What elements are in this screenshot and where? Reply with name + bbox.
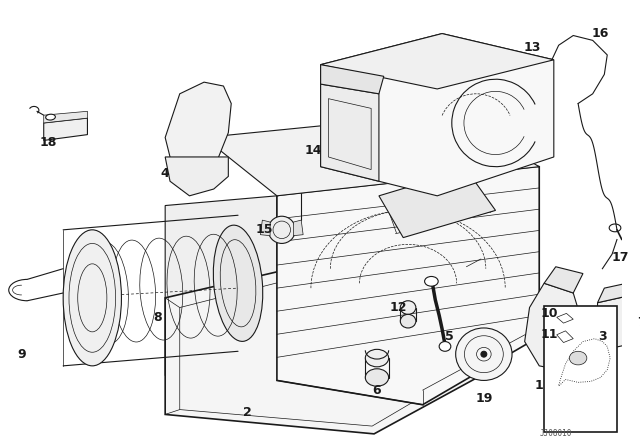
Polygon shape [544,267,583,293]
Polygon shape [165,196,277,380]
Text: 18: 18 [40,136,57,149]
Ellipse shape [400,314,416,328]
Ellipse shape [365,349,388,367]
Polygon shape [293,220,303,236]
Ellipse shape [268,216,296,243]
Ellipse shape [456,328,512,380]
Ellipse shape [424,276,438,286]
Polygon shape [277,147,540,405]
Polygon shape [321,34,554,89]
Text: 11: 11 [540,328,557,341]
Polygon shape [165,82,231,177]
Text: 2: 2 [243,406,252,419]
Text: 5: 5 [445,330,453,343]
Text: 7: 7 [637,316,640,329]
Text: 1: 1 [535,379,543,392]
Text: 3: 3 [598,330,607,343]
Polygon shape [165,249,481,434]
Polygon shape [598,293,640,351]
Ellipse shape [439,341,451,351]
Text: 9: 9 [17,348,26,361]
Text: 16: 16 [592,27,609,40]
Text: 6: 6 [372,383,381,396]
Polygon shape [44,118,88,140]
Text: 15: 15 [255,224,273,237]
Text: 13: 13 [524,41,541,54]
Text: 12: 12 [390,301,407,314]
Text: 10: 10 [540,307,557,320]
Text: 8: 8 [153,311,162,324]
Ellipse shape [365,369,388,386]
Ellipse shape [400,301,416,314]
Ellipse shape [570,351,587,365]
Ellipse shape [45,114,56,120]
Polygon shape [525,283,583,370]
Bar [544,306,617,432]
Polygon shape [321,65,384,94]
Text: 14: 14 [304,144,322,157]
Polygon shape [260,220,270,236]
Polygon shape [321,84,379,181]
Ellipse shape [213,225,263,341]
Polygon shape [44,111,88,123]
Text: 4: 4 [161,167,170,180]
Ellipse shape [481,351,487,357]
Polygon shape [204,113,540,196]
Text: 17: 17 [611,250,628,263]
Polygon shape [379,170,495,237]
Polygon shape [598,278,640,303]
Text: JJ08010: JJ08010 [540,429,572,438]
Polygon shape [165,157,228,196]
Ellipse shape [63,230,122,366]
Polygon shape [321,34,554,196]
Text: 19: 19 [475,392,493,405]
